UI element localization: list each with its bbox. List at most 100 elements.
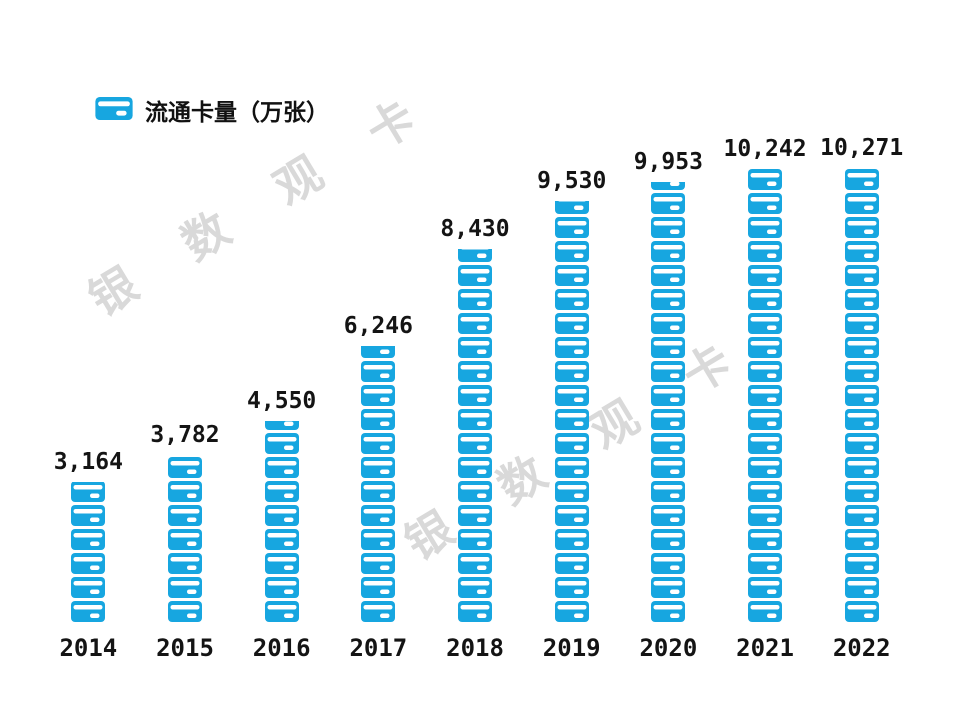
card-icon: [361, 409, 396, 430]
card-icon: [458, 577, 493, 598]
card-icon: [361, 481, 396, 502]
card-icon: [844, 409, 879, 430]
card-icon: [458, 289, 493, 310]
card-icon: [458, 313, 493, 334]
value-label: 8,430: [440, 216, 510, 242]
card-icon: [748, 289, 783, 310]
card-icon: [168, 481, 202, 502]
card-icon: [264, 577, 299, 598]
card-icon: [748, 457, 783, 478]
card-icon: [458, 337, 493, 358]
bars-row: 3,164 3,782 4,550 6,246 8,430 9,530 9,953 10,24…: [40, 0, 910, 622]
card-icon: [264, 481, 299, 502]
card-icon: [748, 601, 783, 622]
card-icon: [71, 601, 106, 622]
card-icon: [458, 249, 493, 262]
card-icon: [554, 433, 589, 454]
x-axis-label-2022: 2022: [832, 634, 891, 662]
value-label: 10,271: [820, 135, 904, 161]
value-label: 9,530: [537, 168, 607, 194]
card-icon: [71, 529, 106, 550]
card-icon: [264, 553, 299, 574]
pictogram-bar: [650, 182, 686, 622]
value-label: 3,164: [53, 449, 123, 475]
card-icon: [748, 385, 783, 406]
card-icon: [361, 553, 396, 574]
card-icon: [264, 421, 299, 430]
card-icon: [264, 529, 299, 550]
card-icon: [361, 361, 396, 382]
card-icon: [651, 457, 686, 478]
value-label: 4,550: [247, 388, 317, 414]
card-icon: [458, 433, 493, 454]
card-icon: [844, 313, 879, 334]
card-icon: [361, 577, 396, 598]
card-icon: [554, 481, 589, 502]
card-icon: [458, 481, 493, 502]
card-icon: [651, 481, 686, 502]
card-icon: [651, 289, 686, 310]
card-icon: [748, 337, 783, 358]
card-icon: [844, 289, 879, 310]
card-icon: [458, 553, 493, 574]
card-icon: [554, 457, 589, 478]
card-icon: [554, 217, 589, 238]
card-icon: [844, 481, 879, 502]
card-icon: [748, 193, 783, 214]
card-icon: [554, 241, 589, 262]
card-icon: [844, 193, 879, 214]
card-icon: [651, 217, 686, 238]
card-icon: [168, 529, 202, 550]
value-label: 10,242: [723, 136, 807, 162]
card-icon: [554, 361, 589, 382]
card-icon: [748, 361, 783, 382]
card-icon: [168, 505, 202, 526]
card-icon: [748, 433, 783, 454]
card-icon: [748, 577, 783, 598]
x-axis-label-2019: 2019: [542, 634, 601, 662]
card-icon: [458, 409, 493, 430]
card-icon: [748, 313, 783, 334]
bar-column-2022: 10,271: [813, 0, 910, 622]
card-icon: [361, 601, 396, 622]
value-label: 3,782: [150, 422, 220, 448]
card-icon: [554, 289, 589, 310]
card-icon: [844, 529, 879, 550]
card-icon: [651, 385, 686, 406]
card-icon: [71, 577, 106, 598]
bar-column-2020: 9,953: [620, 0, 717, 622]
x-axis-label-2021: 2021: [736, 634, 794, 662]
card-icon: [95, 96, 133, 124]
card-icon: [748, 409, 783, 430]
card-icon: [748, 481, 783, 502]
x-axis-label-2018: 2018: [446, 634, 504, 662]
x-axis-label-2017: 2017: [349, 634, 408, 662]
card-icon: [458, 529, 493, 550]
pictogram-bar: [167, 455, 203, 622]
card-icon: [844, 577, 879, 598]
card-icon: [844, 553, 879, 574]
card-icon: [651, 241, 686, 262]
card-icon: [264, 457, 299, 478]
card-icon: [844, 457, 879, 478]
card-icon: [168, 601, 202, 622]
card-icon: [844, 385, 879, 406]
card-icon: [748, 241, 783, 262]
x-axis-label-2014: 2014: [59, 634, 118, 662]
card-icon: [361, 385, 396, 406]
card-icon: [844, 601, 879, 622]
card-icon: [844, 361, 879, 382]
value-label: 9,953: [633, 149, 703, 175]
x-axis-label-2016: 2016: [252, 634, 311, 662]
bar-column-2016: 4,550: [233, 0, 330, 622]
card-icon: [554, 265, 589, 286]
bar-column-2014: 3,164: [40, 0, 137, 622]
card-icon: [458, 505, 493, 526]
card-icon: [651, 433, 686, 454]
card-icon: [651, 337, 686, 358]
card-icon: [554, 601, 589, 622]
pictogram-bar: [554, 201, 590, 622]
card-icon: [458, 601, 493, 622]
card-icon: [458, 385, 493, 406]
